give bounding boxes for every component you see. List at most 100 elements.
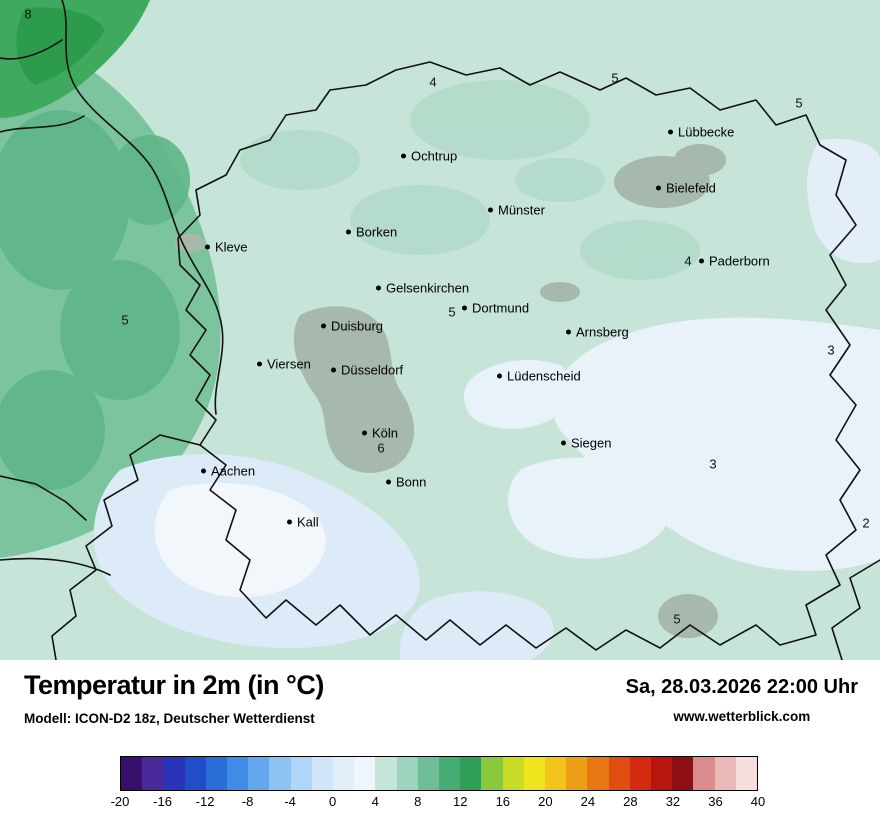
colorbar-segment [439,757,461,790]
city-dot [331,367,336,373]
colorbar-segment [735,757,757,790]
city-dot [401,153,406,159]
temp-value: 4 [684,253,692,269]
city-dot [257,361,262,367]
city-dot [201,468,206,474]
colorbar-segment [227,757,249,790]
temp-value: 5 [673,611,681,627]
colorbar-segment [121,757,143,790]
colorbar-segment [566,757,588,790]
temp-value: 5 [795,95,803,111]
city-label: Bonn [396,474,427,490]
city-dot [376,285,381,291]
city-marker: Aachen [201,465,255,478]
city-label: Gelsenkirchen [386,280,470,296]
forecast-datetime: Sa, 28.03.2026 22:00 Uhr [625,676,858,698]
colorbar-segment [163,757,185,790]
city-label: Kleve [215,239,248,255]
page-title: Temperatur in 2m (in °C) [24,670,324,700]
city-label: Lüdenscheid [507,368,581,384]
city-label: Arnsberg [576,324,629,340]
colorbar-segment [629,757,652,790]
colorbar-segment [417,757,440,790]
colorbar-segment [375,757,397,790]
city-dot [205,244,210,250]
city-label: Münster [498,202,545,218]
colorbar-segment [205,757,228,790]
colorbar-tick-label: 28 [623,794,638,809]
city-marker: Kall [287,516,319,529]
colorbar-segment [333,757,355,790]
city-marker: Arnsberg [566,326,629,339]
colorbar-segment [481,757,503,790]
city-label: Duisburg [331,318,384,334]
city-dot [566,329,571,335]
temp-value: 3 [827,342,835,358]
temp-value: 5 [121,312,129,328]
colorbar-segment [672,757,694,790]
colorbar-labels: -20 -16 -12 -8 -4 0 4 8 12 16 20 24 28 32 36 40 [111,794,766,813]
colorbar-tick-label: 36 [708,794,723,809]
city-label: Bielefeld [666,180,716,196]
city-marker: Borken [346,226,397,239]
colorbar-tick-label: 0 [329,794,337,809]
colorbar-segment [396,757,418,790]
colorbar-tick-label: 20 [538,794,553,809]
city-dot [362,430,367,436]
city-marker: Dortmund [462,302,529,315]
city-marker: Gelsenkirchen [376,282,469,295]
city-marker: Köln [362,427,398,440]
colorbar-tick-label: 24 [580,794,596,809]
temp-value: 5 [611,70,619,86]
city-dot [699,258,704,264]
colorbar-tick-label: -4 [284,794,296,809]
city-marker: Kleve [205,241,248,254]
colorbar-segment [714,757,736,790]
colorbar-tick-label: 4 [371,794,379,809]
colorbar-segment [693,757,715,790]
colorbar-tick-label: -20 [110,794,130,809]
colorbar-segment [587,757,609,790]
colorbar-segment [248,757,270,790]
footer-right: Sa, 28.03.2026 22:00 Uhr www.wetterblick… [626,676,858,724]
colorbar-tick-label: 40 [750,794,766,809]
colorbar-segment [545,757,567,790]
city-marker: Lübbecke [668,126,734,139]
city-label: Kall [297,514,319,530]
colorbar-tick-label: -12 [195,794,215,809]
city-dot [346,229,351,235]
city-marker: Viersen [257,358,311,371]
colorbar-segment [523,757,546,790]
city-label: Viersen [267,356,311,372]
city-dot [287,519,292,525]
colorbar-segment [290,757,312,790]
colorbar-segment [608,757,630,790]
city-label: Aachen [211,463,256,479]
website-link[interactable]: www.wetterblick.com [673,709,811,724]
city-marker: Paderborn [699,255,770,268]
city-marker: Münster [488,204,545,217]
city-label: Dortmund [472,300,530,316]
colorbar-tick-label: 32 [665,794,681,809]
colorbar-segment [502,757,524,790]
city-label: Siegen [571,435,612,451]
temp-value: 6 [377,440,385,456]
city-dot [561,440,566,446]
temperature-map: Ochtrup Lübbecke Bielefeld Münster Borken Kle… [0,0,880,660]
colorbar-segment [651,757,673,790]
city-dot [386,479,391,485]
city-marker: Bonn [386,476,426,489]
colorbar-tick-label: 8 [414,794,422,809]
city-dot [656,185,661,191]
colorbar-segment [142,757,164,790]
city-dot [668,129,673,135]
city-marker: Düsseldorf [331,364,403,377]
temp-value: 4 [429,74,437,90]
colorbar-segment [354,757,376,790]
colorbar-segment [184,757,206,790]
city-dot [462,305,467,311]
colorbar-segment [311,757,334,790]
colorbar-tick-label: -8 [241,794,254,809]
city-marker: Ochtrup [401,150,457,163]
